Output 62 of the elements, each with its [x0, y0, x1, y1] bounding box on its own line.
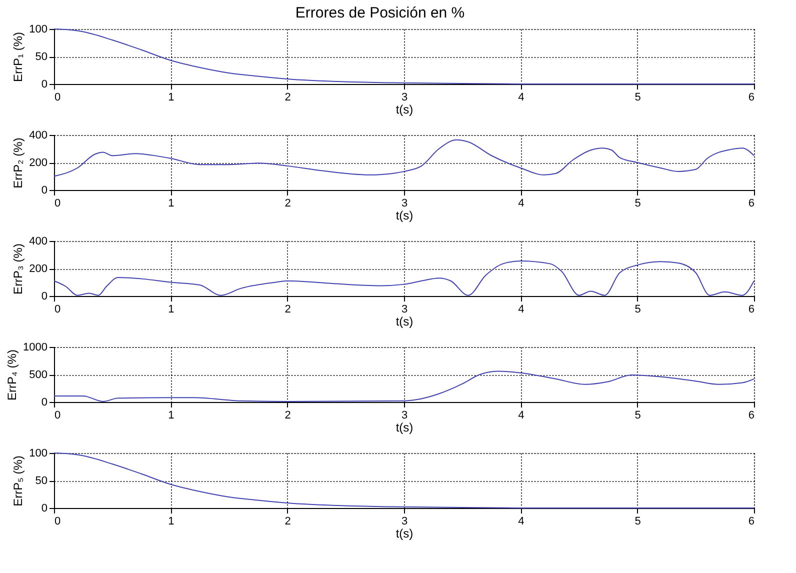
y-axis-title: ErrP₂ (%)	[11, 138, 26, 188]
x-tick-label: 3	[401, 92, 408, 104]
x-tick-label: 0	[54, 304, 61, 316]
x-tick-label: 2	[284, 516, 291, 528]
x-tick-label: 1	[168, 410, 174, 422]
y-tick-label: 500	[29, 369, 48, 381]
x-tick-label: 0	[54, 198, 61, 210]
x-axis-title: t(s)	[396, 314, 414, 328]
x-tick-label: 1	[168, 92, 174, 104]
x-axis-title: t(s)	[396, 420, 414, 434]
x-tick-label: 5	[634, 198, 641, 210]
x-tick-label: 4	[518, 410, 524, 422]
x-tick-label: 0	[54, 516, 61, 528]
x-tick-label: 5	[634, 92, 641, 104]
y-axis-title: ErrP₃ (%)	[11, 244, 26, 294]
y-tick-label: 0	[41, 290, 48, 302]
chart-title: Errores de Posición en %	[295, 4, 465, 22]
x-axis-title: t(s)	[396, 208, 414, 222]
y-tick-label: 400	[29, 130, 48, 142]
x-tick-label: 2	[284, 304, 291, 316]
y-tick-label: 1000	[23, 342, 48, 354]
y-axis-title: ErrP₅ (%)	[11, 456, 26, 506]
x-tick-label: 4	[518, 198, 524, 210]
x-tick-label: 6	[748, 410, 754, 422]
x-tick-label: 5	[634, 516, 641, 528]
y-axis-title: ErrP₄ (%)	[5, 350, 20, 400]
x-tick-label: 0	[54, 410, 61, 422]
x-tick-label: 4	[518, 304, 524, 316]
y-tick-label: 50	[35, 475, 48, 487]
y-tick-label: 100	[29, 448, 48, 460]
x-tick-label: 4	[518, 92, 524, 104]
x-tick-label: 5	[634, 410, 641, 422]
x-tick-label: 1	[168, 516, 174, 528]
x-tick-label: 2	[284, 198, 291, 210]
y-tick-label: 400	[29, 236, 48, 248]
x-axis-title: t(s)	[396, 102, 414, 116]
y-tick-label: 200	[29, 157, 48, 169]
y-tick-label: 0	[41, 184, 48, 196]
x-tick-label: 3	[401, 304, 408, 316]
x-tick-label: 3	[401, 198, 408, 210]
x-tick-label: 6	[748, 92, 754, 104]
y-tick-label: 50	[35, 51, 48, 63]
y-tick-label: 0	[41, 78, 48, 90]
x-tick-label: 6	[748, 304, 754, 316]
x-tick-label: 2	[284, 410, 291, 422]
x-tick-label: 1	[168, 304, 174, 316]
line-series	[54, 139, 754, 177]
x-tick-label: 0	[54, 92, 61, 104]
x-tick-label: 6	[748, 516, 754, 528]
x-tick-label: 5	[634, 304, 641, 316]
y-axis-title: ErrP₁ (%)	[11, 32, 26, 82]
x-tick-label: 3	[401, 516, 408, 528]
x-tick-label: 6	[748, 198, 754, 210]
y-tick-label: 0	[41, 396, 48, 408]
y-tick-label: 200	[29, 263, 48, 275]
x-tick-label: 2	[284, 92, 291, 104]
x-axis-title: t(s)	[396, 526, 414, 540]
x-tick-label: 3	[401, 410, 408, 422]
x-tick-label: 1	[168, 198, 174, 210]
y-tick-label: 100	[29, 24, 48, 36]
y-tick-label: 0	[41, 502, 48, 514]
x-tick-label: 4	[518, 516, 524, 528]
